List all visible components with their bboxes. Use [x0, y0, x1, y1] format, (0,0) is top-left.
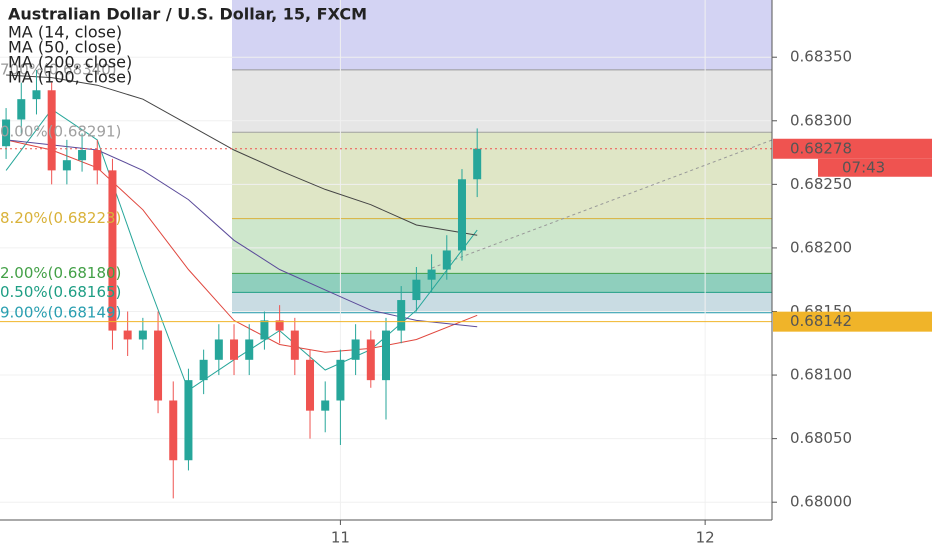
candle-body [123, 330, 132, 340]
candle-body [169, 400, 178, 461]
candle-body [306, 359, 315, 411]
fib-label: 0.50%(0.68165) [0, 283, 121, 301]
fib-label: 8.20%(0.68223) [0, 209, 121, 227]
candle-body [78, 150, 87, 161]
y-tick-label: 0.68250 [790, 175, 852, 193]
candle-body [47, 90, 56, 171]
trend-line [431, 139, 773, 269]
fib-label: 2.00%(0.68180) [0, 264, 121, 282]
candle-body [245, 339, 254, 360]
countdown: 07:43 [842, 158, 885, 176]
candle-body [93, 150, 102, 171]
chart-title: Australian Dollar / U.S. Dollar, 15, FXC… [8, 5, 367, 24]
y-tick-label: 0.68350 [790, 48, 852, 66]
candle-body [138, 330, 147, 340]
x-tick-label: 11 [331, 529, 350, 547]
candle-body [412, 279, 421, 301]
candle-body [184, 380, 193, 461]
candle-body [199, 359, 208, 381]
candle-body [108, 170, 117, 331]
candle-body [2, 119, 11, 147]
candle-body [32, 90, 41, 100]
x-tick-label: 12 [696, 529, 715, 547]
candle-body [397, 300, 406, 331]
candle-body [336, 359, 345, 401]
fib-band [232, 69, 772, 133]
legend-entry: MA (100, close) [8, 68, 132, 87]
price-box [773, 311, 932, 332]
y-tick-label: 0.68000 [790, 493, 852, 511]
fib-label: 700%(0.68340) [0, 60, 117, 78]
candle-body [260, 320, 269, 340]
fib-band [232, 0, 772, 70]
fib-band [232, 273, 772, 293]
candle-body [366, 339, 375, 381]
y-tick-label: 0.68200 [790, 238, 852, 256]
fib-band [232, 132, 772, 219]
fib-label: 9.00%(0.68149) [0, 303, 121, 321]
labels: 700%(0.68340) 0.00%(0.68291) 8.20%(0.68223… [0, 23, 132, 322]
legend-entry: MA (50, close) [8, 38, 122, 57]
fib-bands [232, 0, 772, 314]
fib-band [232, 292, 772, 313]
candle-body [457, 179, 466, 251]
candle-body [473, 148, 482, 180]
candle-body [230, 339, 239, 360]
legend-entry: MA (200, close) [8, 53, 132, 72]
candle-body [62, 160, 71, 171]
y-tick-label: 0.68050 [790, 429, 852, 447]
candle-body [275, 320, 284, 331]
countdown-box [818, 158, 932, 177]
candle-body [351, 339, 360, 360]
price-label: 0.68142 [790, 312, 852, 330]
fib-label: 0.00%(0.68291) [0, 123, 121, 141]
candle-body [442, 250, 451, 270]
y-tick-label: 0.68300 [790, 111, 852, 129]
candle-body [154, 330, 163, 401]
legend-entry: MA (14, close) [8, 23, 122, 42]
price-label: 0.68278 [790, 139, 852, 157]
candle-body [17, 99, 26, 120]
price-box [773, 138, 932, 159]
candle-body [290, 330, 299, 360]
axis: 0.680000.680500.681000.681500.682000.682… [331, 48, 932, 547]
candle-body [427, 269, 436, 280]
ma-line [6, 74, 478, 236]
fib-band [232, 218, 772, 274]
candle-body [382, 330, 390, 381]
grid [0, 0, 772, 520]
candle-body [321, 400, 330, 411]
candle-body [214, 339, 223, 360]
plot [0, 69, 772, 499]
y-tick-label: 0.68100 [790, 366, 852, 384]
